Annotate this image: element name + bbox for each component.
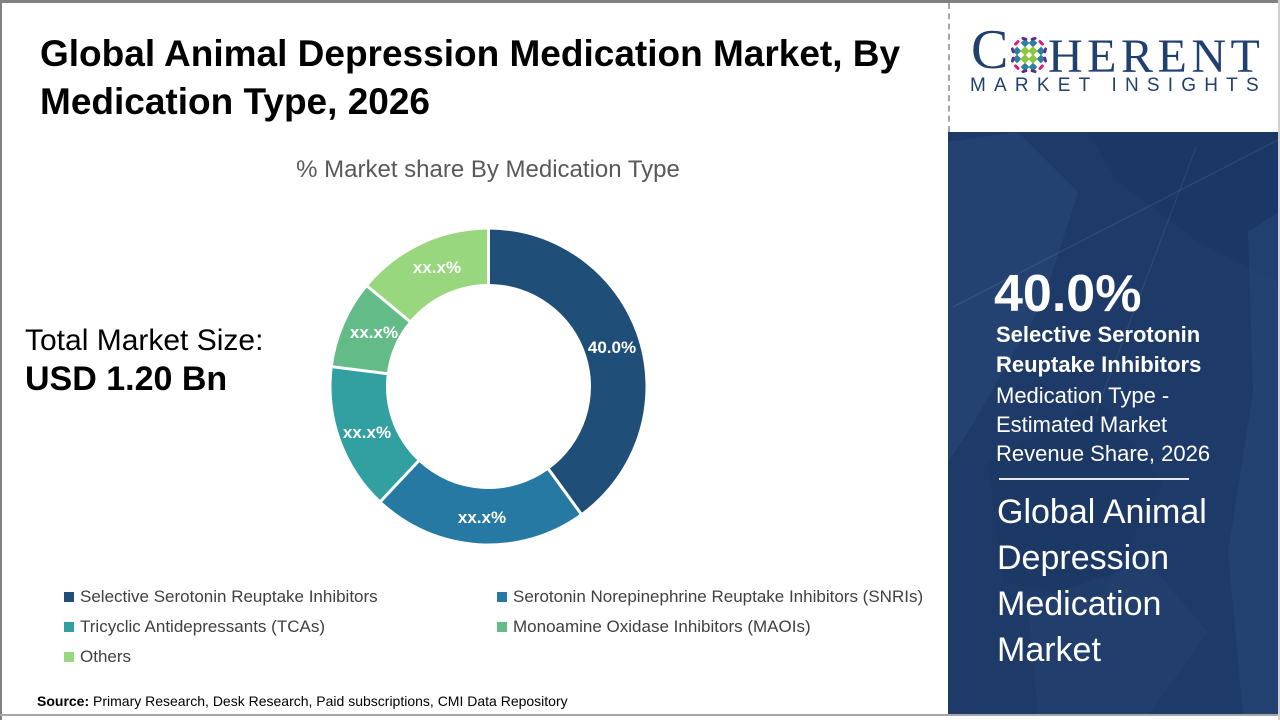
svg-text:xx.x%: xx.x%	[413, 258, 461, 277]
svg-text:xx.x%: xx.x%	[458, 508, 506, 527]
svg-text:xx.x%: xx.x%	[343, 423, 391, 442]
svg-text:40.0%: 40.0%	[588, 338, 636, 357]
svg-text:xx.x%: xx.x%	[350, 323, 398, 342]
